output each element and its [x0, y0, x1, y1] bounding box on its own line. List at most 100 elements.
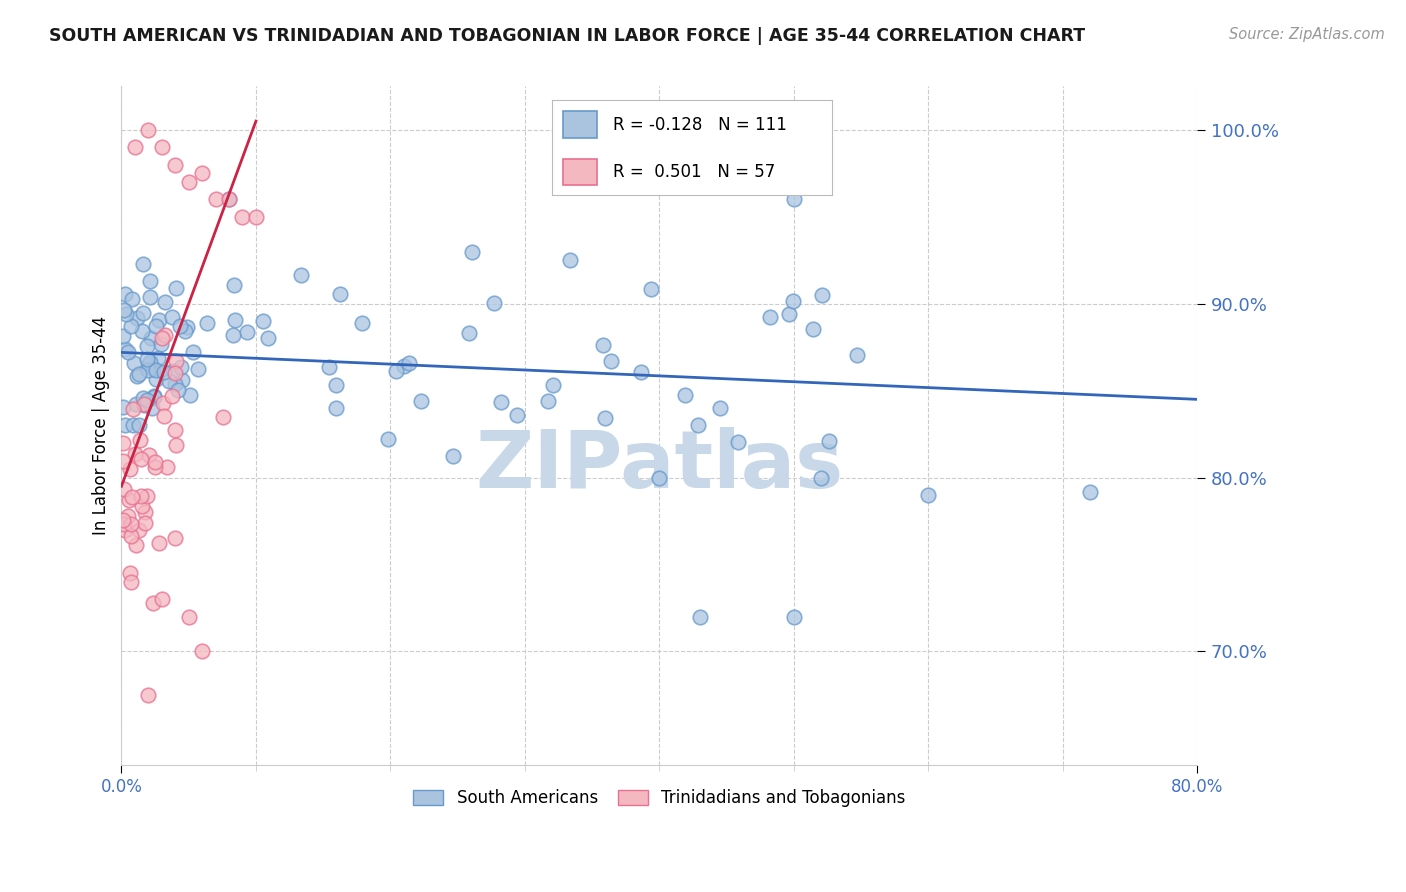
Point — [111, 436, 134, 450]
Text: Source: ZipAtlas.com: Source: ZipAtlas.com — [1229, 27, 1385, 42]
Point — [153, 294, 176, 309]
Point — [124, 140, 146, 154]
Point — [145, 318, 167, 333]
Point — [166, 383, 188, 397]
Point — [156, 460, 179, 475]
Point — [165, 532, 187, 546]
Point — [148, 536, 170, 550]
Point — [148, 313, 170, 327]
Point — [111, 400, 134, 414]
Point — [135, 489, 157, 503]
Point — [325, 401, 347, 415]
Point — [179, 388, 201, 402]
Point — [157, 374, 180, 388]
Point — [506, 409, 529, 423]
Point — [139, 290, 162, 304]
Point — [120, 529, 142, 543]
Point — [218, 193, 240, 207]
Point — [461, 245, 484, 260]
Point — [142, 596, 165, 610]
Point — [150, 140, 173, 154]
Point — [290, 268, 312, 282]
Point — [132, 257, 155, 271]
Point — [112, 517, 135, 532]
Point — [121, 490, 143, 504]
Point — [135, 351, 157, 366]
Point — [801, 322, 824, 336]
Point — [138, 448, 160, 462]
Point — [127, 310, 149, 325]
Point — [595, 411, 617, 425]
Point — [132, 392, 155, 406]
Point — [491, 394, 513, 409]
Point — [177, 609, 200, 624]
Point — [727, 435, 749, 450]
Point — [120, 566, 142, 580]
Point — [325, 378, 347, 392]
Point — [218, 193, 240, 207]
Point — [191, 644, 214, 658]
Point — [165, 366, 187, 380]
Point — [174, 324, 197, 338]
Point — [759, 310, 782, 324]
Point — [124, 447, 146, 461]
Point — [132, 398, 155, 412]
Point — [145, 363, 167, 377]
Point — [136, 362, 159, 376]
Point — [377, 432, 399, 446]
Point — [121, 402, 143, 417]
Point — [204, 193, 226, 207]
Point — [128, 418, 150, 433]
Text: SOUTH AMERICAN VS TRINIDADIAN AND TOBAGONIAN IN LABOR FORCE | AGE 35-44 CORRELAT: SOUTH AMERICAN VS TRINIDADIAN AND TOBAGO… — [49, 27, 1085, 45]
Point — [160, 310, 183, 324]
Point — [191, 166, 214, 180]
Point — [138, 123, 160, 137]
Point — [782, 294, 804, 309]
Point — [818, 434, 841, 449]
Point — [152, 396, 174, 410]
Point — [143, 455, 166, 469]
Point — [139, 274, 162, 288]
Point — [160, 388, 183, 402]
Point — [131, 452, 153, 467]
Point — [129, 489, 152, 503]
Point — [350, 317, 373, 331]
Point — [165, 423, 187, 437]
Point — [131, 324, 153, 338]
Point — [143, 391, 166, 405]
Point — [257, 331, 280, 345]
Point — [132, 305, 155, 319]
Point — [592, 338, 614, 352]
Point — [115, 307, 138, 321]
Point — [245, 210, 267, 224]
Point — [212, 409, 235, 424]
Point — [163, 377, 186, 392]
Point — [783, 193, 806, 207]
Point — [1078, 484, 1101, 499]
Point — [689, 609, 711, 624]
Point — [129, 434, 152, 448]
Point — [231, 210, 253, 224]
Point — [114, 286, 136, 301]
Point — [810, 288, 832, 302]
Point — [145, 459, 167, 474]
Point — [138, 688, 160, 702]
Point — [541, 377, 564, 392]
Point — [120, 516, 142, 531]
Point — [150, 331, 173, 345]
Point — [125, 396, 148, 410]
Point — [152, 365, 174, 379]
Point — [153, 327, 176, 342]
Point — [224, 277, 246, 292]
Point — [141, 401, 163, 415]
Point — [122, 356, 145, 370]
Point — [150, 337, 173, 351]
Point — [120, 574, 142, 589]
Point — [114, 418, 136, 433]
Legend: South Americans, Trinidadians and Tobagonians: South Americans, Trinidadians and Tobago… — [406, 782, 912, 814]
Point — [224, 313, 246, 327]
Point — [153, 409, 176, 423]
Point — [165, 158, 187, 172]
Point — [121, 292, 143, 306]
Point — [709, 401, 731, 416]
